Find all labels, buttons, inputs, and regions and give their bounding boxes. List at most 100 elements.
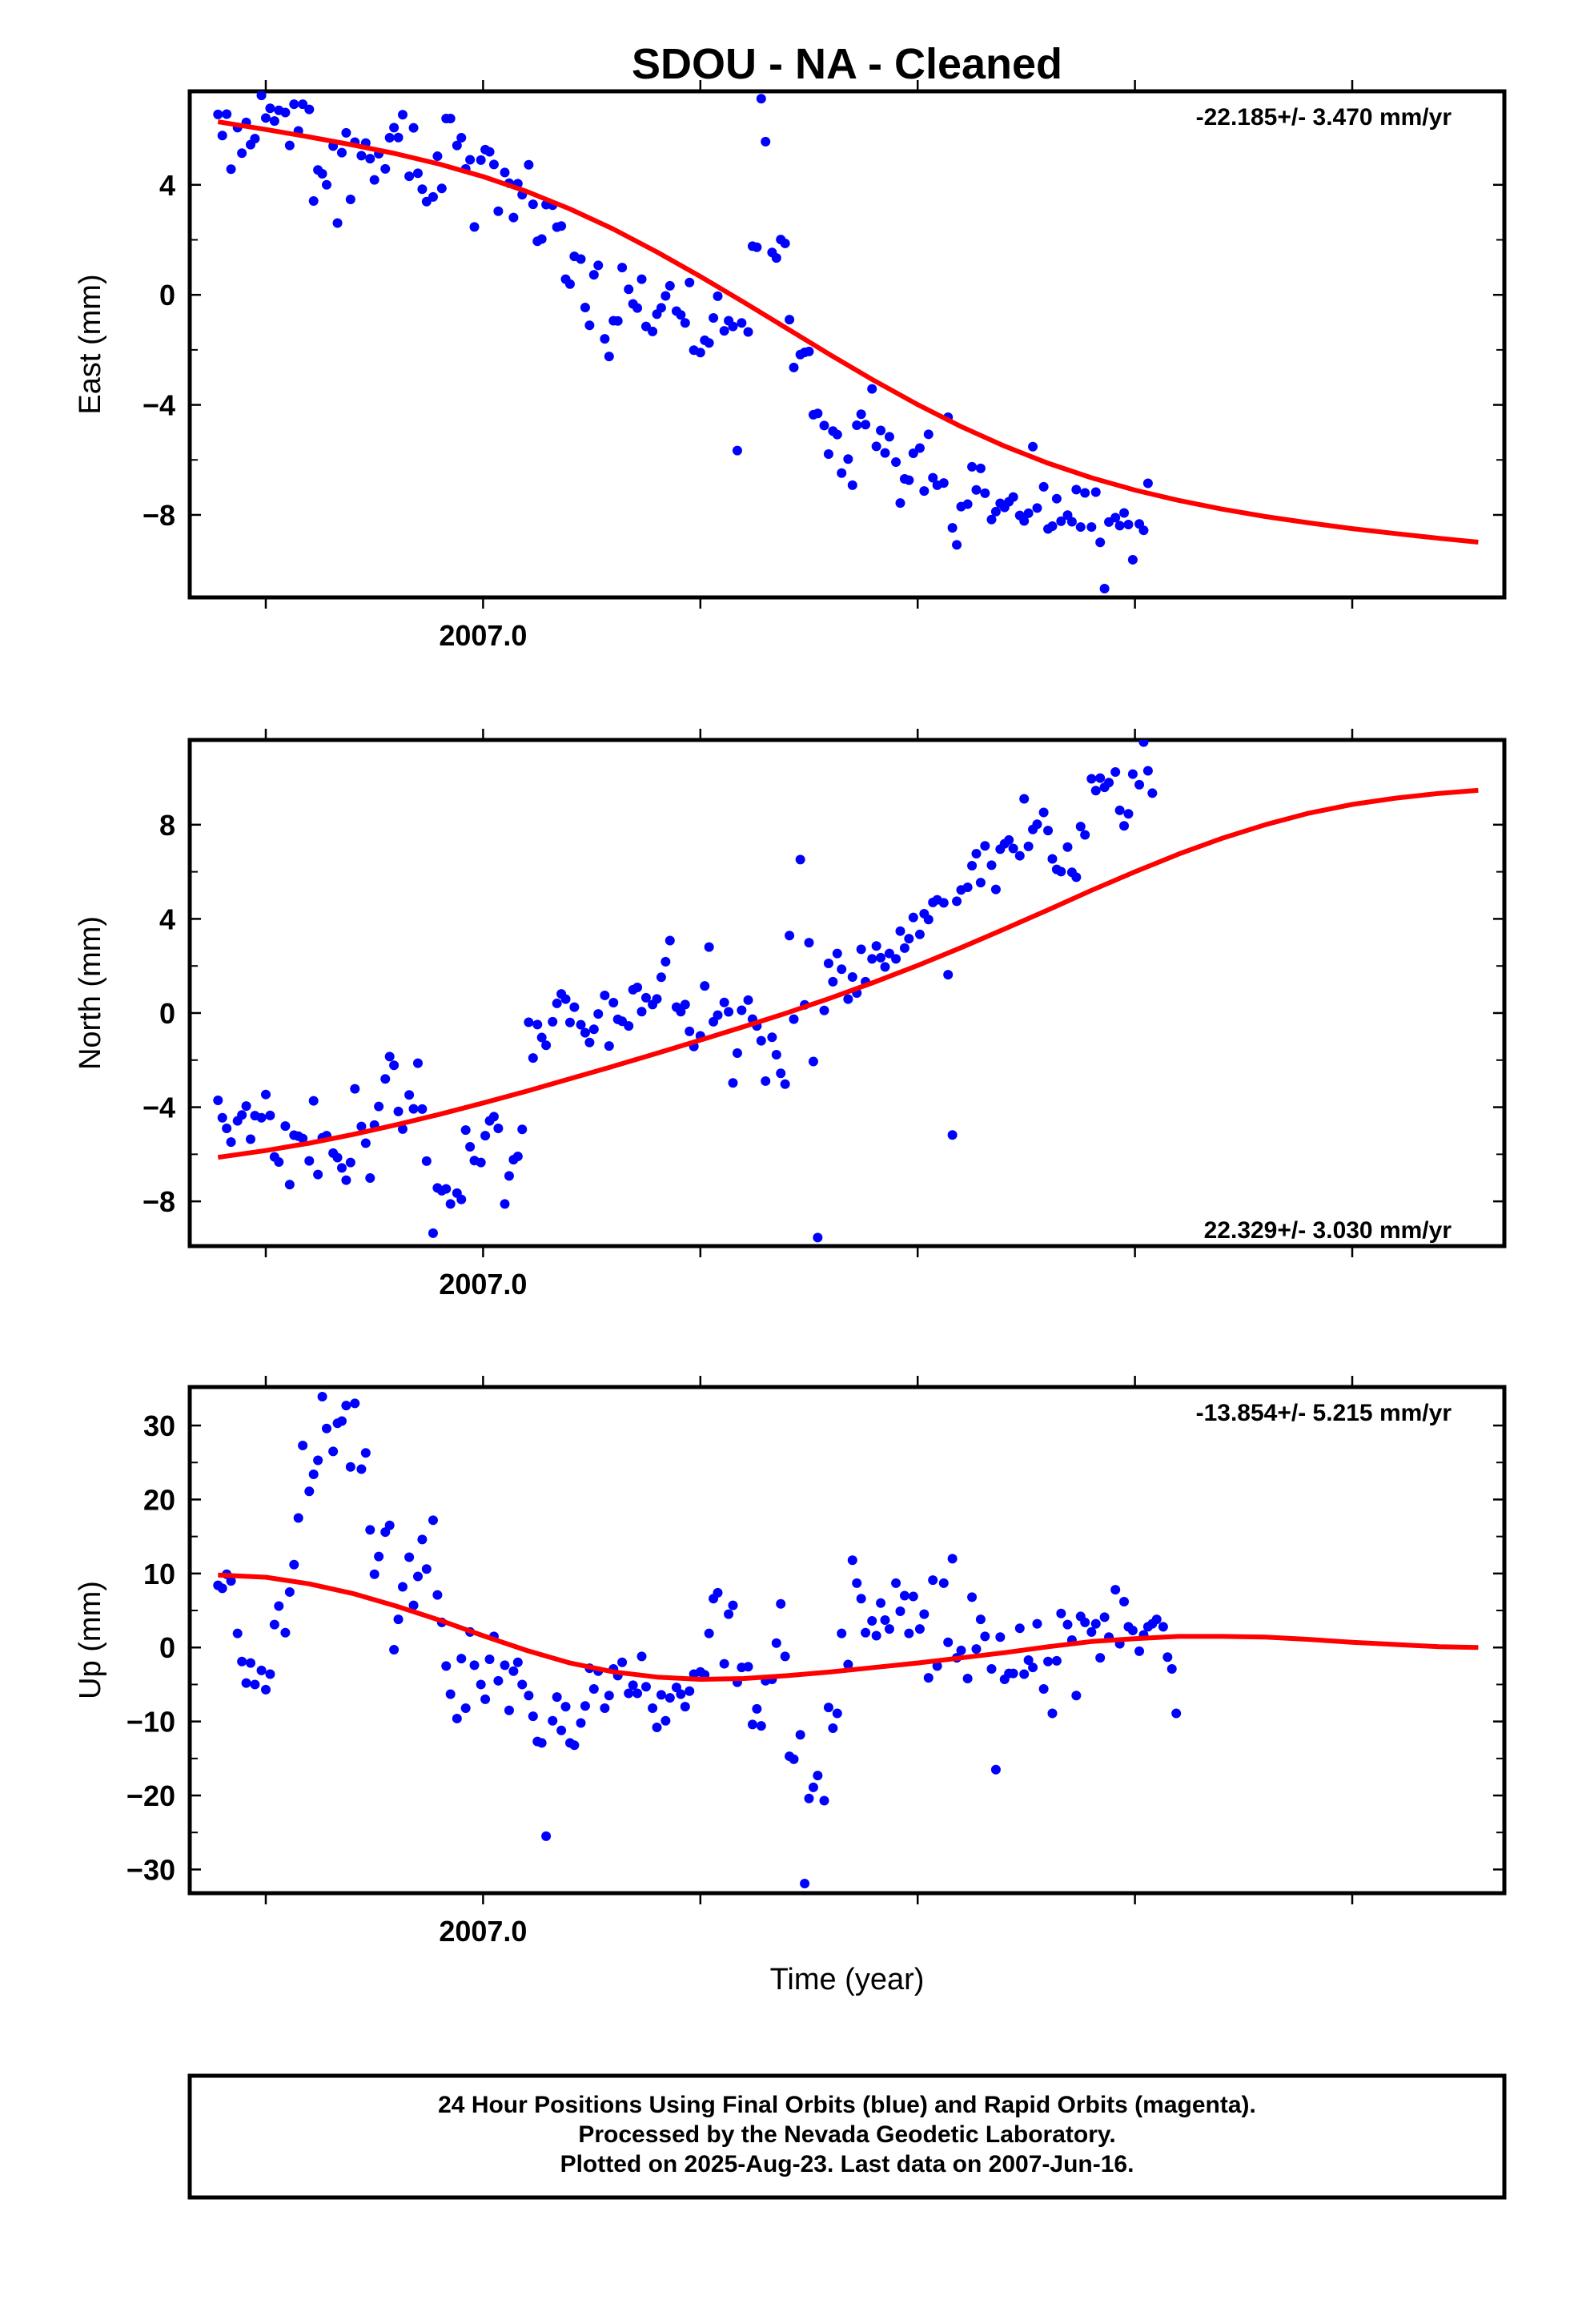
east-data-point [1419,0,1429,5]
east-data-point [1443,0,1452,5]
up-data-point [1195,0,1205,5]
north-data-point [661,956,671,967]
north-data-point [604,1041,614,1051]
up-data-point [847,1555,857,1566]
east-data-point [624,284,634,295]
east-data-point [508,212,519,223]
north-data-point [680,999,690,1010]
up-data-point [1051,1655,1062,1666]
east-data-point [676,310,686,320]
north-data-point [456,1194,467,1204]
north-data-point [1004,834,1014,845]
east-data-point [580,302,590,312]
north-data-point [1247,0,1257,5]
up-data-point [556,1725,567,1735]
north-data-point [938,898,949,908]
up-data-point [1080,1617,1090,1627]
up-data-point [365,1525,375,1535]
north-data-point [389,1060,400,1071]
east-data-point [308,196,319,207]
up-y-tick-label: 10 [143,1558,175,1590]
north-data-point [1259,0,1268,5]
east-data-point [412,168,423,179]
east-data-point [1354,0,1363,5]
north-data-point [313,1169,323,1180]
east-data-point [895,498,905,509]
east-data-point [680,318,690,328]
up-data-point [1275,0,1285,5]
east-y-tick-label: 0 [159,279,175,312]
east-data-point [756,94,766,104]
east-data-point [298,99,308,110]
up-data-point [665,1693,675,1703]
east-data-point [876,425,886,436]
east-data-point [617,263,628,273]
east-data-point [967,461,978,472]
up-data-point [1023,1655,1034,1665]
up-data-point [1271,0,1281,5]
up-data-point [776,1598,786,1609]
east-data-point [856,409,866,420]
up-data-point [484,1655,495,1665]
north-data-point [256,1112,267,1123]
east-data-point [584,320,595,331]
east-data-point [884,432,894,442]
east-data-point [1363,0,1372,5]
up-data-point [1028,1663,1038,1673]
up-data-point [576,1718,586,1728]
north-data-point [876,952,886,963]
north-data-point [548,1016,558,1027]
up-data-point [1463,0,1472,5]
up-data-point [813,1771,823,1781]
east-data-point [1467,0,1476,5]
east-data-point [1019,516,1030,526]
east-data-point [1158,0,1168,5]
north-data-point [1075,822,1086,832]
east-y-axis-label: East (mm) [74,274,107,414]
north-rate-label: 22.329+/- 3.030 mm/yr [1204,1217,1452,1244]
up-points [213,0,1476,1888]
north-data-point [785,931,795,941]
up-data-point [1458,0,1468,5]
north-data-point [1299,0,1309,5]
east-data-point [1454,0,1464,5]
east-data-point [1411,0,1420,5]
north-data-point [795,854,805,865]
east-data-point [1028,441,1038,452]
up-data-point [1215,0,1224,5]
north-data-point [1162,0,1172,5]
east-data-point [1311,0,1320,5]
east-data-point [213,109,223,119]
up-data-point [336,1416,347,1426]
north-data-point [713,1010,723,1020]
up-data-point [1211,0,1220,5]
up-frame [187,1385,1507,1896]
north-data-point [832,948,842,959]
north-data-point [1415,0,1424,5]
up-data-point [938,1578,949,1588]
north-data-point [260,1089,271,1100]
up-data-point [1134,1646,1145,1656]
north-data-point [828,976,838,987]
east-data-point [528,199,538,210]
east-data-point [217,131,227,141]
up-data-point [1247,0,1257,5]
east-data-point [1056,516,1066,526]
north-data-point [719,997,729,1007]
north-data-point [417,1104,428,1114]
north-data-point [1138,740,1149,747]
east-data-point [1435,0,1444,5]
east-data-point [1239,0,1248,5]
north-data-point [1119,821,1130,831]
up-data-point [260,1684,271,1695]
north-data-point [517,1124,528,1135]
north-data-point [580,1027,590,1038]
east-rate-label: -22.185+/- 3.470 mm/yr [1196,104,1452,131]
north-data-point [884,948,894,959]
up-data-point [1467,0,1476,5]
up-data-point [1062,1619,1073,1630]
north-data-point [1391,0,1400,5]
north-data-point [1127,769,1138,779]
up-data-point [345,1462,355,1472]
north-data-point [560,994,571,1004]
